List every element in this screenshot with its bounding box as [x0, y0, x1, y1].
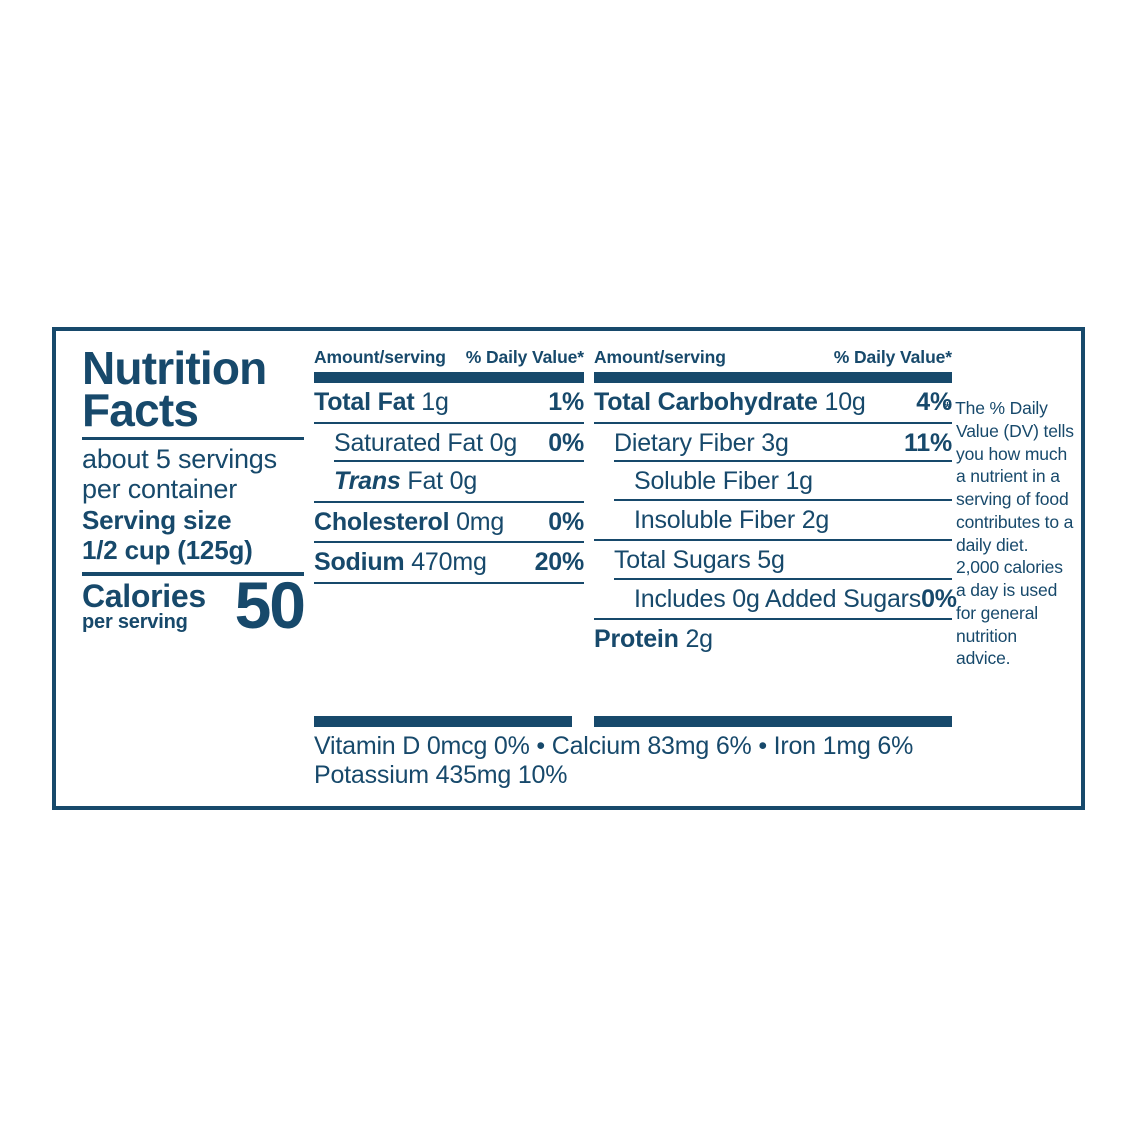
title-line-facts: Facts	[82, 384, 199, 437]
micronutrients-section: Vitamin D 0mcg 0% • Calcium 83mg 6% • Ir…	[314, 716, 952, 790]
footnote-text: * The % Daily Value (DV) tells you how m…	[944, 397, 1076, 670]
nutrient-name: Protein 2g	[594, 625, 713, 653]
nutrient-name: Saturated Fat 0g	[334, 428, 518, 457]
nutrient-name: Total Sugars 5g	[614, 546, 785, 574]
nutrient-row-insoluble-fiber: Insoluble Fiber 2g	[594, 501, 952, 541]
nutrient-daily-value: 11%	[903, 428, 952, 457]
micronutrients-line-2: Potassium 435mg 10%	[314, 761, 568, 789]
nutrient-daily-value: 0%	[548, 428, 584, 457]
nutrient-daily-value: 1%	[548, 388, 584, 416]
nutrient-daily-value: 4%	[916, 388, 952, 416]
calories-label-group: Calories per serving	[82, 580, 206, 632]
title-line-nutrition: Nutrition	[82, 342, 267, 394]
nutrient-name: Total Carbohydrate 10g	[594, 388, 866, 416]
nutrition-summary-column: Nutrition Facts about 5 servings per con…	[82, 345, 306, 643]
nutrient-name: Soluble Fiber 1g	[634, 467, 813, 495]
nutrient-name: Sodium 470mg	[314, 548, 487, 576]
nutrient-name: Insoluble Fiber 2g	[634, 505, 830, 534]
micronutrients-line-1: Vitamin D 0mcg 0% • Calcium 83mg 6% • Ir…	[314, 732, 914, 760]
nutrient-row-saturated-fat: Saturated Fat 0g 0%	[314, 424, 584, 463]
title-divider	[82, 436, 304, 440]
column-header-left: Amount/serving % Daily Value*	[314, 347, 584, 372]
nutrient-daily-value: 20%	[534, 548, 585, 576]
daily-value-footnote: * The % Daily Value (DV) tells you how m…	[944, 397, 1076, 670]
daily-value-header: % Daily Value*	[833, 347, 952, 367]
nutrient-name: Total Fat 1g	[314, 388, 449, 416]
calories-per-serving-label: per serving	[82, 610, 188, 633]
nutrient-daily-value: 0%	[548, 507, 584, 536]
nutrient-row-total-sugars: Total Sugars 5g	[594, 541, 952, 580]
nutrient-name: Dietary Fiber 3g	[614, 428, 789, 457]
nutrient-row-cholesterol: Cholesterol 0mg 0%	[314, 503, 584, 543]
footnote-body: The % Daily Value (DV) tells you how muc…	[955, 398, 1074, 669]
calories-value: 50	[234, 568, 306, 643]
servings-per-container: about 5 servings per container	[82, 443, 277, 504]
micronutrients-bar-left	[314, 716, 572, 727]
amount-per-serving-header: Amount/serving	[314, 347, 446, 367]
nutrient-row-sodium: Sodium 470mg 20%	[314, 543, 584, 584]
nutrient-row-trans-fat: Trans Fat 0g	[314, 462, 584, 503]
nutrient-column-right: Amount/serving % Daily Value* Total Carb…	[594, 347, 957, 659]
column-header-bar	[594, 372, 952, 383]
nutrient-row-soluble-fiber: Soluble Fiber 1g	[594, 462, 952, 501]
serving-size-divider	[82, 571, 304, 576]
column-header-bar	[314, 372, 584, 383]
column-header-right: Amount/serving % Daily Value*	[594, 347, 952, 372]
nutrient-name: Cholesterol 0mg	[314, 507, 505, 536]
nutrient-name: Trans Fat 0g	[334, 467, 478, 495]
nutrient-daily-value: 0%	[921, 584, 957, 613]
calories-row: Calories per serving 50	[82, 568, 306, 643]
nutrition-facts-title: Nutrition Facts	[82, 345, 304, 437]
amount-per-serving-header: Amount/serving	[594, 347, 726, 367]
nutrient-column-left: Amount/serving % Daily Value* Total Fat …	[314, 347, 584, 584]
nutrient-row-protein: Protein 2g	[594, 620, 952, 659]
micronutrients-bar-right	[594, 716, 952, 727]
daily-value-header: % Daily Value*	[465, 347, 584, 367]
nutrient-row-total-carbohydrate: Total Carbohydrate 10g 4%	[594, 383, 952, 424]
footnote-asterisk: *	[944, 398, 951, 418]
serving-size-label: Serving size	[82, 505, 232, 536]
serving-size-value: 1/2 cup (125g)	[82, 534, 253, 565]
nutrient-row-total-fat: Total Fat 1g 1%	[314, 383, 584, 424]
nutrient-name: Includes 0g Added Sugars	[634, 584, 922, 613]
nutrient-row-dietary-fiber: Dietary Fiber 3g 11%	[594, 424, 952, 463]
nutrient-row-added-sugars: Includes 0g Added Sugars 0%	[594, 580, 957, 620]
nutrition-facts-panel: Nutrition Facts about 5 servings per con…	[52, 327, 1085, 810]
calories-word: Calories	[82, 577, 206, 614]
